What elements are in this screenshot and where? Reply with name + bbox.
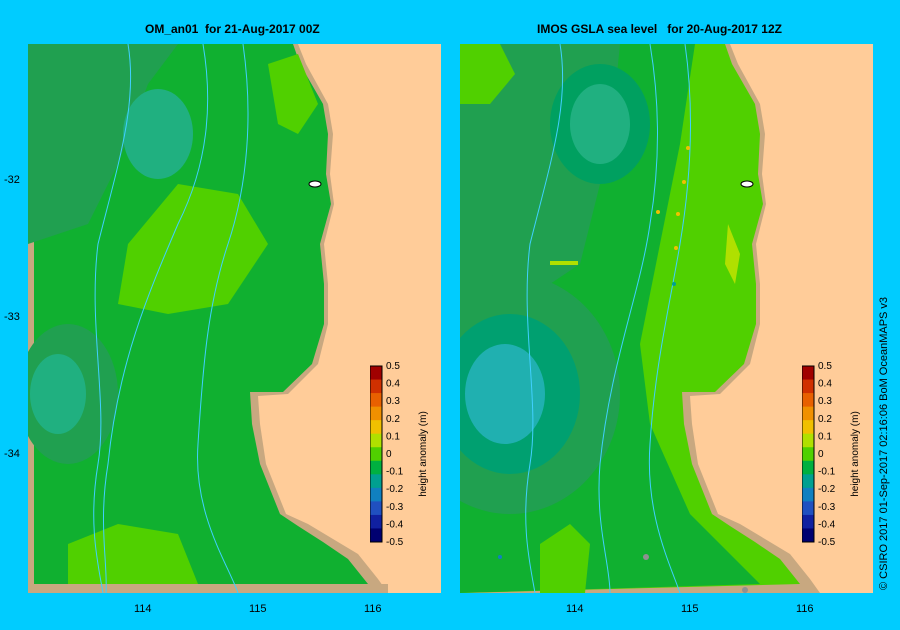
left-map-panel xyxy=(18,43,441,594)
colorbar-tick-label: -0.5 xyxy=(386,537,404,548)
colorbar-segment xyxy=(370,487,382,502)
colorbar-segment xyxy=(370,433,382,448)
lon-tick: 114 xyxy=(134,603,152,615)
colorbar-tick-label: -0.3 xyxy=(386,502,404,513)
colorbar-tick-label: 0.1 xyxy=(818,431,832,442)
colorbar-label: height anomaly (m) xyxy=(850,411,861,497)
colorbar-tick-label: -0.2 xyxy=(386,484,404,495)
colorbar-segment xyxy=(370,420,382,435)
lon-tick: 115 xyxy=(249,603,267,615)
colorbar-segment xyxy=(802,393,814,408)
colorbar-segment xyxy=(802,514,814,529)
colorbar-segment xyxy=(370,366,382,381)
colorbar-segment xyxy=(802,366,814,381)
colorbar-tick-label: 0.5 xyxy=(818,362,832,372)
colorbar-segment xyxy=(802,528,814,543)
lon-tick: 114 xyxy=(566,603,584,615)
colorbar-tick-label: 0.4 xyxy=(386,379,400,390)
colorbar-label: height anomaly (m) xyxy=(418,411,429,497)
colorbar-segment xyxy=(802,379,814,394)
colorbar-segment xyxy=(802,420,814,435)
colorbar-scale: 0.5 0.4 0.3 0.2 0.1 0 -0.1 -0.2 -0.3 -0.4 -0.5 heig… xyxy=(369,361,429,548)
colorbar-segment xyxy=(370,406,382,421)
colorbar-tick-label: 0.5 xyxy=(386,362,400,372)
colorbar-segment xyxy=(370,460,382,475)
colorbar-segment xyxy=(370,393,382,408)
colorbar-tick-label: 0.3 xyxy=(386,396,400,407)
colorbar-segment xyxy=(802,501,814,516)
colorbar-segment xyxy=(802,433,814,448)
colorbar-tick-label: 0.1 xyxy=(386,431,400,442)
colorbar-scale: 0.5 0.4 0.3 0.2 0.1 0 -0.1 -0.2 -0.3 -0.4 -0.5 heig… xyxy=(801,361,861,548)
colorbar-tick-label: 0.2 xyxy=(386,414,400,425)
colorbar-segment xyxy=(802,447,814,462)
colorbar-tick-label: -0.2 xyxy=(818,484,836,495)
lat-tick: -34 xyxy=(4,448,20,460)
credit-text: © CSIRO 2017 01-Sep-2017 02:16:06 BoM Oc… xyxy=(878,296,890,590)
right-panel-title: IMOS GSLA sea level for 20-Aug-2017 12Z xyxy=(537,22,782,36)
colorbar-tick-label: -0.4 xyxy=(818,519,836,530)
right-colorbar: 0.5 0.4 0.3 0.2 0.1 0 -0.1 -0.2 -0.3 -0.4 -0.5 heig… xyxy=(801,361,877,550)
lon-tick: 115 xyxy=(681,603,699,615)
colorbar-tick-label: 0.2 xyxy=(818,414,832,425)
colorbar-segment xyxy=(370,514,382,529)
colorbar-tick-label: 0 xyxy=(386,449,392,460)
colorbar-segment xyxy=(802,474,814,489)
right-map xyxy=(400,43,873,594)
left-panel-title: OM_an01 for 21-Aug-2017 00Z xyxy=(145,22,320,36)
lon-tick: 116 xyxy=(364,603,382,615)
colorbar-segment xyxy=(370,528,382,543)
colorbar-segment xyxy=(802,406,814,421)
colorbar-tick-label: -0.1 xyxy=(818,467,836,478)
colorbar-segment xyxy=(370,379,382,394)
colorbar-segment xyxy=(802,460,814,475)
left-map xyxy=(18,43,441,594)
colorbar-tick-label: -0.3 xyxy=(818,502,836,513)
colorbar-tick-label: -0.1 xyxy=(386,467,404,478)
colorbar-tick-label: 0.4 xyxy=(818,379,832,390)
colorbar-tick-label: -0.5 xyxy=(818,537,836,548)
colorbar-tick-label: 0.3 xyxy=(818,396,832,407)
colorbar-segment xyxy=(370,474,382,489)
colorbar-segment xyxy=(370,447,382,462)
lat-tick: -33 xyxy=(4,311,20,323)
colorbar-segment xyxy=(370,501,382,516)
left-colorbar: 0.5 0.4 0.3 0.2 0.1 0 -0.1 -0.2 -0.3 -0.4 -0.5 heig… xyxy=(369,361,445,550)
lat-tick: -32 xyxy=(4,174,20,186)
right-map-panel xyxy=(400,43,873,594)
lon-tick: 116 xyxy=(796,603,814,615)
colorbar-tick-label: -0.4 xyxy=(386,519,404,530)
colorbar-segment xyxy=(802,487,814,502)
colorbar-tick-label: 0 xyxy=(818,449,824,460)
